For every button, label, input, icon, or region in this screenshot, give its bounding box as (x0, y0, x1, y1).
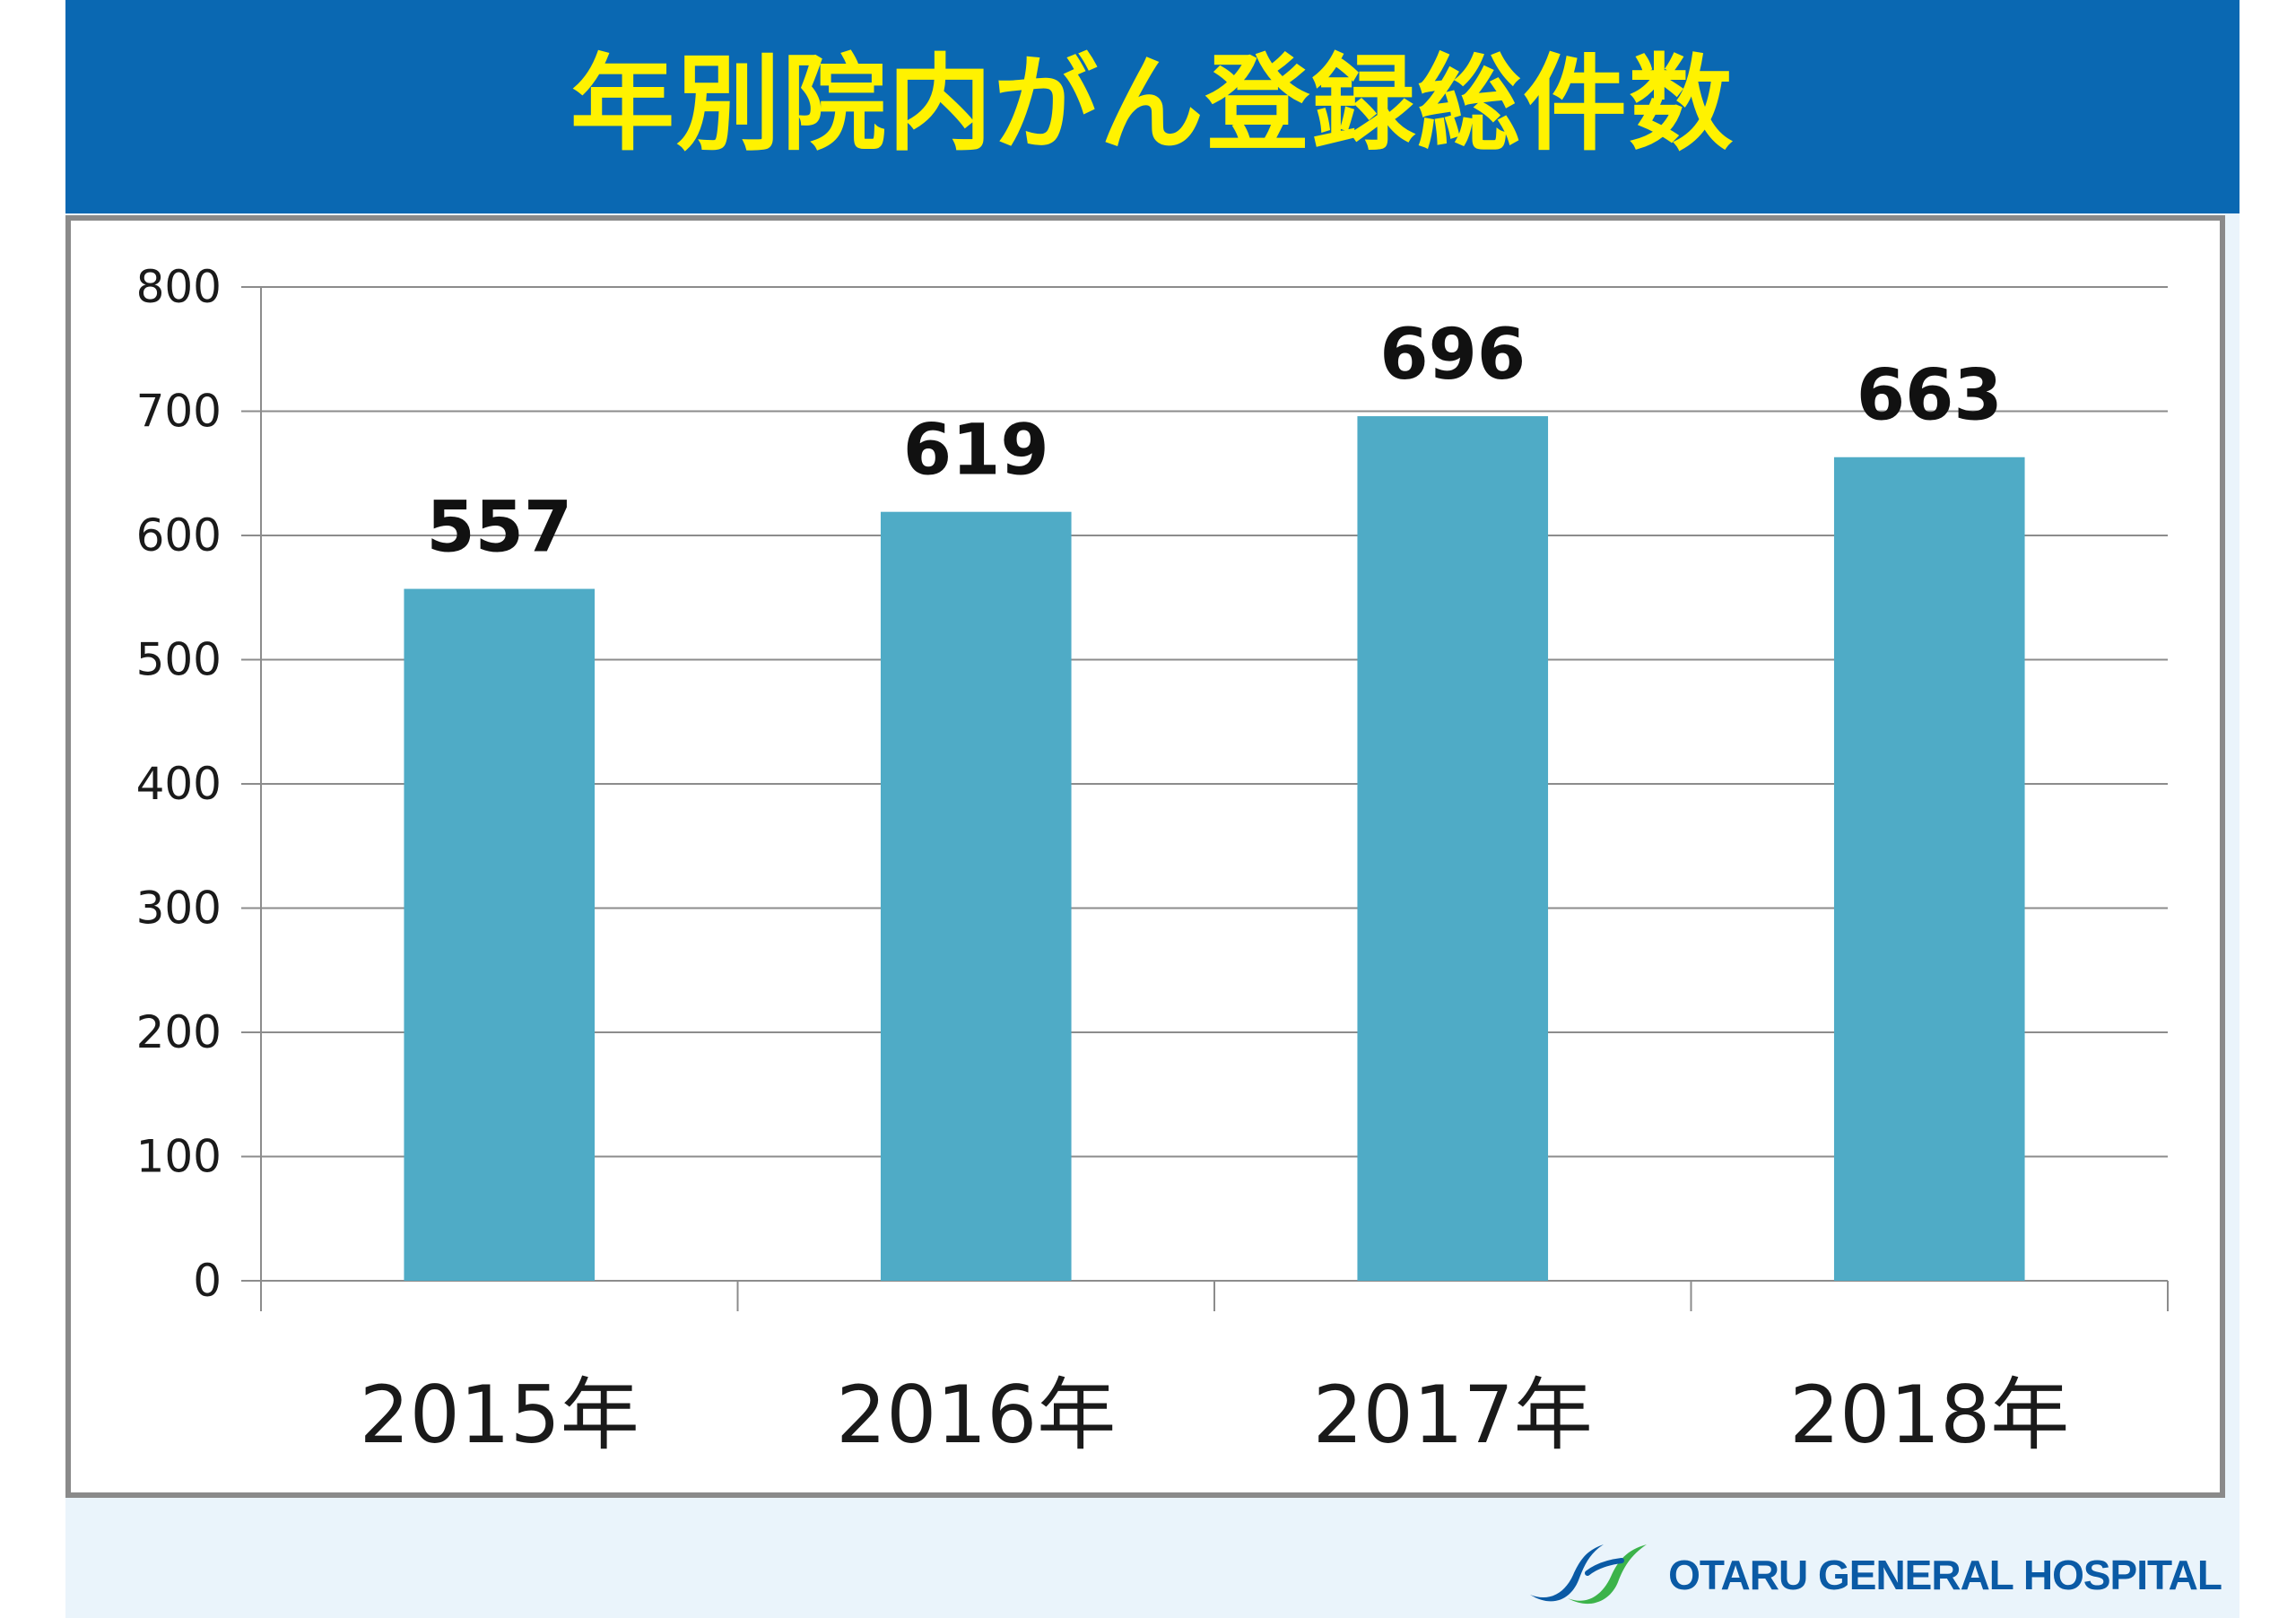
header-bar: 年別院内がん登録総件数 (65, 0, 2239, 213)
y-tick-label: 500 (136, 634, 222, 686)
hospital-logo-icon (1530, 1544, 1648, 1605)
y-tick-label: 300 (136, 883, 222, 935)
x-tick-label: 2017年 (1313, 1369, 1593, 1461)
labels: 557 2015年 619 2016年 696 2017年 663 2018年 (360, 315, 2069, 1461)
data-label: 663 (1857, 356, 2003, 437)
bar-chart: 0 100 200 300 400 500 600 700 800 557 2015年 619 201… (136, 261, 2169, 1461)
footer: OTARU GENERAL HOSPITAL (65, 1498, 2239, 1618)
bar (1833, 457, 2025, 1281)
hospital-logo: OTARU GENERAL HOSPITAL (1521, 1539, 2222, 1611)
y-tick-label: 200 (136, 1006, 222, 1058)
bars (404, 416, 2025, 1281)
bar (880, 511, 1072, 1281)
bar (1357, 416, 1549, 1281)
page-title: 年別院内がん登録総件数 (570, 44, 1735, 165)
x-tick-label: 2015年 (360, 1369, 639, 1461)
y-tick-label: 800 (136, 261, 222, 313)
x-tick-label: 2018年 (1789, 1369, 2069, 1461)
data-label: 696 (1379, 315, 1526, 396)
x-tick-label: 2016年 (836, 1369, 1116, 1461)
y-tick-label: 100 (136, 1131, 222, 1183)
bar (404, 588, 596, 1281)
y-tick-label: 0 (193, 1255, 222, 1307)
hospital-logo-text: OTARU GENERAL HOSPITAL (1668, 1552, 2222, 1598)
chart-frame: 0 100 200 300 400 500 600 700 800 557 2015年 619 201… (65, 215, 2225, 1498)
data-label: 619 (903, 411, 1049, 491)
y-tick-label: 600 (136, 509, 222, 561)
y-tick-label: 400 (136, 758, 222, 810)
y-tick-label: 700 (136, 386, 222, 438)
slide: 年別院内がん登録総件数 0 100 200 300 400 500 600 700 800 55… (65, 0, 2239, 1618)
data-label: 557 (426, 488, 572, 569)
